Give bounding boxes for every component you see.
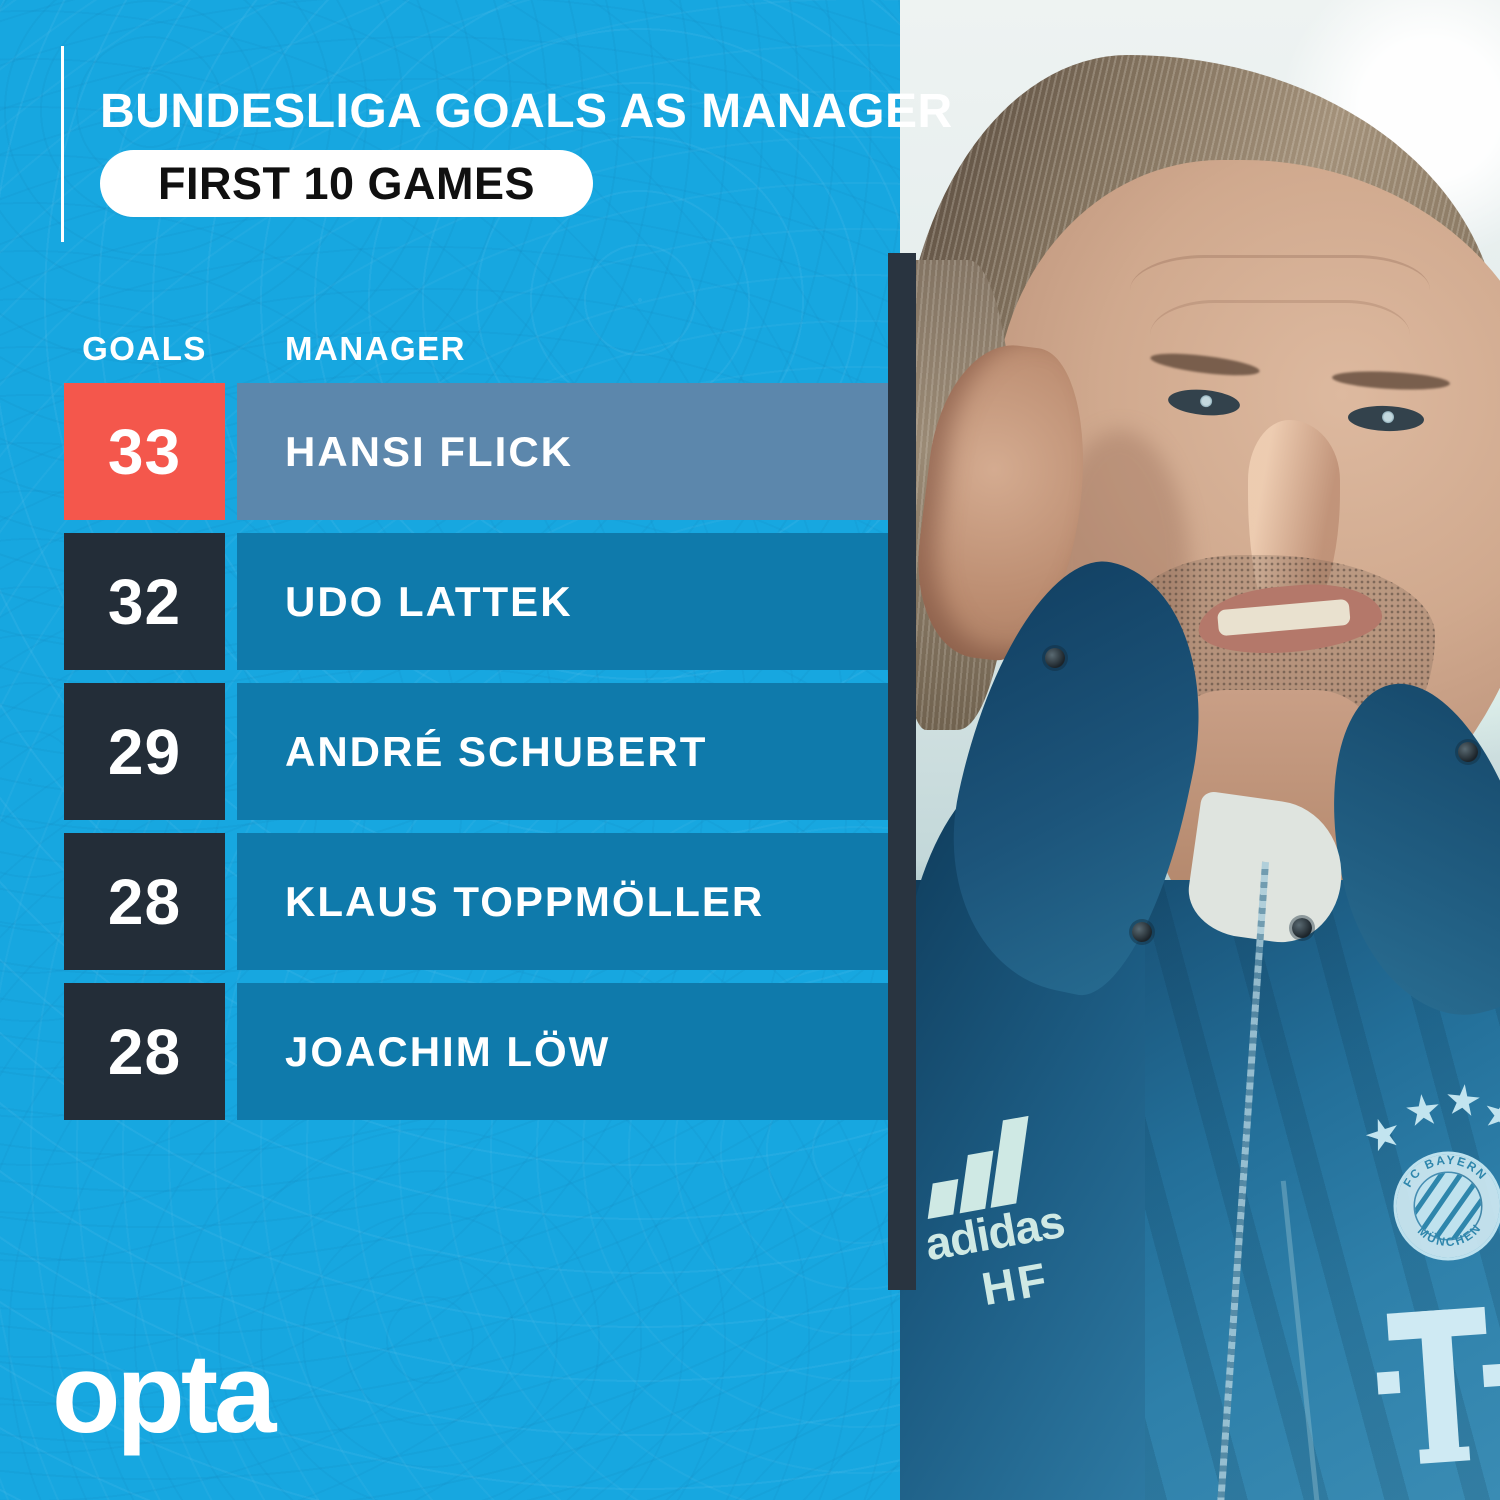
crest-badge-icon: FC BAYERN MÜNCHEN [1393,1151,1500,1261]
adidas-stripes-icon [959,1150,994,1214]
photo-snap-button [1132,922,1152,942]
telekom-dot-icon [1482,1363,1500,1388]
goals-cell: 28 [64,833,225,970]
table-row: 29 ANDRÉ SCHUBERT [64,683,888,820]
divider-strip [888,253,916,1290]
telekom-logo [1372,1298,1500,1477]
goals-cell: 28 [64,983,225,1120]
bayern-crest: FC BAYERN MÜNCHEN [1352,1058,1500,1298]
photo-forehead-wrinkle [1150,300,1410,370]
manager-photo: adidas HF [900,0,1500,1500]
page-title: BUNDESLIGA GOALS AS MANAGER [100,85,953,138]
star-icon [1444,1082,1481,1119]
manager-bar: JOACHIM LÖW [237,983,888,1120]
accent-vertical-line [61,46,64,242]
photo-forehead-wrinkle [1130,255,1430,325]
manager-bar: KLAUS TOPPMÖLLER [237,833,888,970]
table-row: 28 KLAUS TOPPMÖLLER [64,833,888,970]
adidas-print: adidas HF [900,1065,1145,1318]
telekom-t-icon [1419,1446,1471,1464]
manager-bar: UDO LATTEK [237,533,888,670]
goals-cell: 33 [64,383,225,520]
table-row: 28 JOACHIM LÖW [64,983,888,1120]
subtitle-pill: FIRST 10 GAMES [100,150,594,217]
manager-initials: HF [977,1252,1054,1316]
photo-snap-button [1045,648,1065,668]
table-row: 33 HANSI FLICK [64,383,888,520]
column-header-manager: MANAGER [285,330,466,367]
photo-snap-button [1458,742,1478,762]
adidas-stripes-icon [990,1115,1029,1208]
column-header-goals: GOALS [82,330,207,367]
table-row: 32 UDO LATTEK [64,533,888,670]
manager-bar: HANSI FLICK [237,383,888,520]
telekom-dot-icon [1376,1371,1401,1395]
photo-snap-button [1292,918,1312,938]
manager-bar: ANDRÉ SCHUBERT [237,683,888,820]
goals-cell: 29 [64,683,225,820]
subtitle-text: FIRST 10 GAMES [158,157,536,209]
star-icon [1480,1094,1500,1136]
opta-logo: opta [52,1331,276,1456]
goals-cell: 32 [64,533,225,670]
star-icon [1404,1092,1441,1129]
